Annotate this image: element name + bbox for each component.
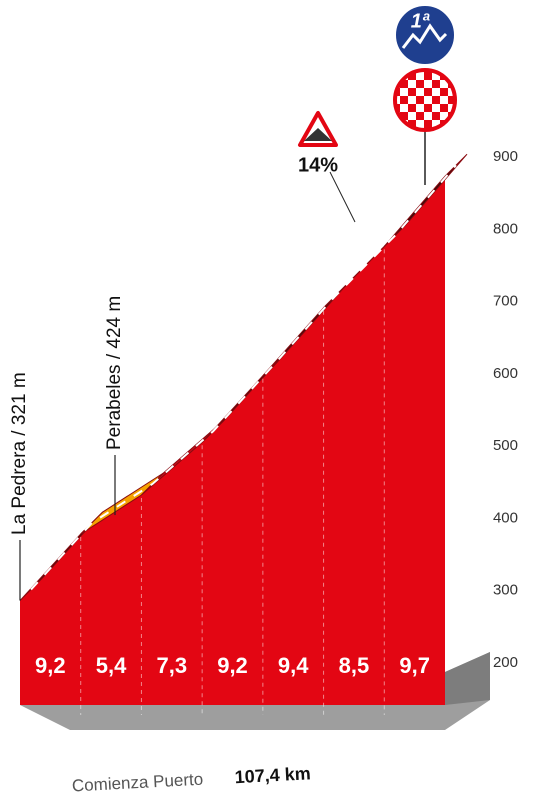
category-label: 1ª (411, 10, 430, 32)
gradient-label: 9,7 (399, 653, 430, 678)
y-tick-label: 800 (493, 220, 518, 237)
profile-face (20, 176, 445, 705)
annotation-label: La Pedrera / 321 m (9, 372, 30, 535)
gradient-label: 5,4 (96, 653, 127, 678)
gradient-label: 7,3 (156, 653, 187, 678)
mountain-icon (401, 23, 448, 49)
base-slab (20, 652, 490, 730)
max-gradient: 14% (298, 154, 338, 176)
y-tick-label: 900 (493, 148, 518, 165)
base-side (445, 652, 490, 705)
y-tick-label: 300 (493, 582, 518, 599)
y-tick-label: 600 (493, 365, 518, 382)
gradient-label: 9,2 (35, 653, 66, 678)
gradient-label: 9,4 (278, 653, 309, 678)
start-label: Comienza Puerto (71, 770, 203, 796)
start-note: Comienza Puerto 107,4 km (71, 763, 311, 795)
y-tick-label: 500 (493, 437, 518, 454)
start-km: 107,4 km (234, 763, 311, 787)
y-tick-label: 200 (493, 654, 518, 671)
gradient-warning-fill (304, 128, 332, 141)
finish-icon (393, 68, 457, 132)
y-tick-label: 400 (493, 509, 518, 526)
y-tick-label: 700 (493, 293, 518, 310)
gradient-label: 8,5 (339, 653, 370, 678)
category-icon: 1ª (394, 4, 456, 66)
center-line (30, 164, 457, 591)
annotation-label: Perabeles / 424 m (104, 296, 125, 450)
gradient-label: 9,2 (217, 653, 248, 678)
profile: 9,2 5,4 7,3 9,2 9,4 8,5 9,7 (19, 153, 468, 715)
gradient-leader (329, 171, 356, 223)
